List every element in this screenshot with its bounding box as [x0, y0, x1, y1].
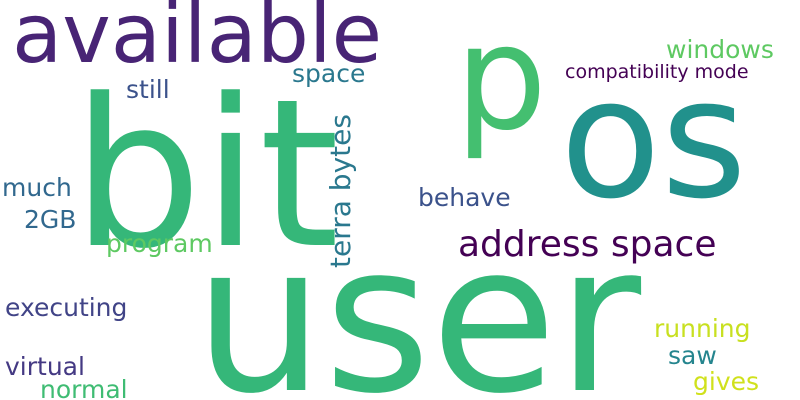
word-normal: normal: [40, 375, 128, 400]
word-behave: behave: [418, 183, 511, 212]
word-running: running: [654, 314, 750, 343]
word-saw: saw: [668, 341, 717, 370]
word-bit: bit: [72, 56, 339, 294]
word-2gb: 2GB: [24, 205, 76, 234]
word-os: os: [560, 43, 747, 235]
word-terra-bytes: terra bytes: [324, 114, 357, 268]
word-program: program: [106, 229, 213, 258]
word-user: user: [194, 201, 642, 400]
word-address-space: address space: [458, 224, 717, 265]
word-gives: gives: [693, 367, 759, 396]
word-much: much: [2, 173, 72, 202]
word-executing: executing: [5, 293, 127, 322]
word-space: space: [292, 59, 365, 88]
word-still: still: [126, 75, 170, 104]
word-virtual: virtual: [5, 352, 85, 381]
word-windows: windows: [666, 35, 774, 64]
word-compatibility-mode: compatibility mode: [565, 61, 749, 83]
word-available: available: [12, 0, 382, 82]
word-p: p: [455, 0, 547, 163]
